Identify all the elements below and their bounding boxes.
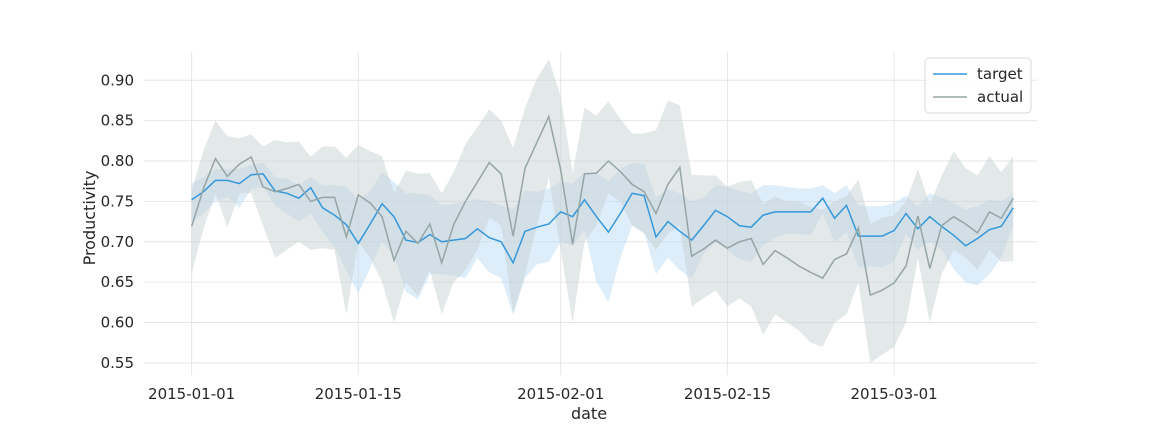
x-axis-label: date bbox=[571, 404, 607, 423]
y-axis-label: Productivity bbox=[80, 171, 99, 266]
series-lines bbox=[190, 114, 1014, 297]
confidence-bands bbox=[191, 59, 1014, 363]
line-actual bbox=[190, 114, 1014, 297]
band-actual bbox=[191, 59, 1014, 363]
y-tick-labels: 0.55 0.60 0.65 0.70 0.75 0.80 0.85 0.90 bbox=[101, 71, 134, 372]
y-tick-label: 0.75 bbox=[101, 192, 134, 210]
y-tick-label: 0.90 bbox=[101, 71, 134, 89]
x-tick-label: 2015-02-01 bbox=[517, 385, 604, 403]
y-tick-label: 0.55 bbox=[101, 354, 134, 372]
x-tick-label: 2015-03-01 bbox=[851, 385, 938, 403]
y-tick-label: 0.60 bbox=[101, 314, 134, 332]
y-tick-label: 0.70 bbox=[101, 233, 134, 251]
y-tick-label: 0.85 bbox=[101, 112, 134, 130]
legend: target actual bbox=[924, 57, 1032, 114]
y-tick-label: 0.80 bbox=[101, 152, 134, 170]
x-tick-label: 2015-01-15 bbox=[315, 385, 402, 403]
line-target bbox=[191, 173, 1014, 265]
x-tick-label: 2015-01-01 bbox=[148, 385, 235, 403]
legend-label-target: target bbox=[977, 65, 1023, 83]
y-tick-label: 0.65 bbox=[101, 273, 134, 291]
legend-box bbox=[924, 57, 1032, 114]
x-tick-labels: 2015-01-01 2015-01-15 2015-02-01 2015-02-15… bbox=[148, 385, 938, 403]
legend-label-actual: actual bbox=[977, 88, 1023, 106]
x-tick-label: 2015-02-15 bbox=[684, 385, 771, 403]
